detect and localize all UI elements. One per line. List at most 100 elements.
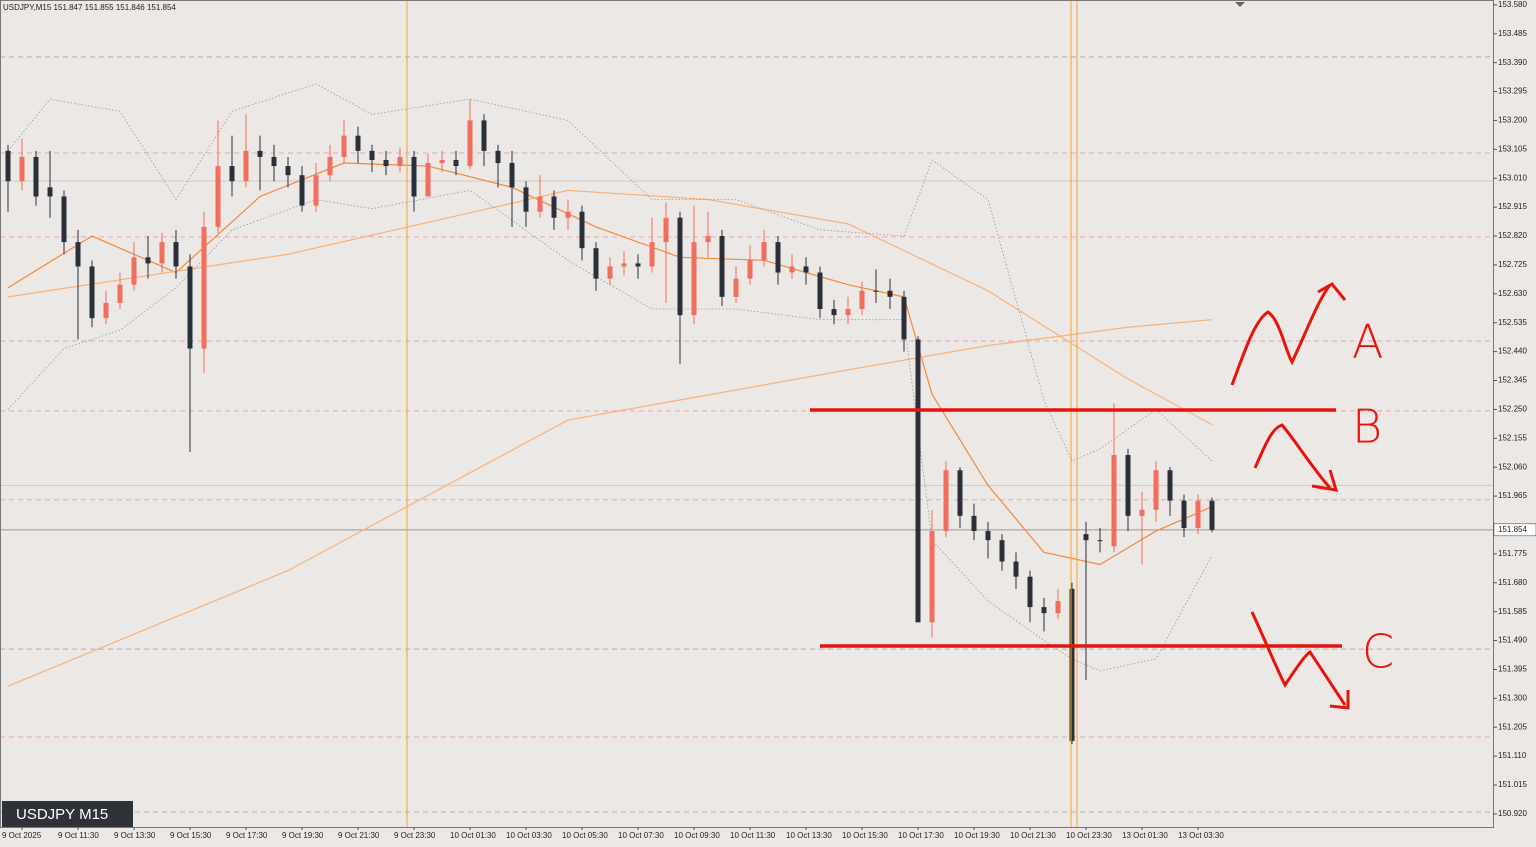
y-tick-label: 153.580 (1498, 0, 1527, 9)
y-tick-label: 152.820 (1498, 231, 1527, 240)
x-tick-label: 10 Oct 05:30 (562, 831, 608, 840)
indicator-line (7, 83, 1213, 462)
candle-body (1195, 500, 1201, 529)
x-tick-label: 10 Oct 03:30 (506, 831, 552, 840)
y-tick-label: 152.250 (1498, 405, 1527, 414)
candle-body (495, 150, 501, 164)
candle-body (691, 242, 697, 316)
candle-body (1083, 534, 1089, 541)
price-tag-label: 151.854 (1498, 525, 1527, 534)
y-tick-label: 151.775 (1498, 549, 1527, 558)
candle-body (229, 166, 235, 182)
x-tick-label: 9 Oct 17:30 (226, 831, 268, 840)
candle-body (635, 263, 641, 267)
candle-body (383, 159, 389, 167)
annotation-label: C (1362, 625, 1394, 679)
x-tick-label: 9 Oct 13:30 (114, 831, 156, 840)
y-tick-label: 151.490 (1498, 636, 1527, 645)
candle-wick (707, 211, 709, 258)
candle-body (579, 211, 585, 249)
candle-body (439, 159, 445, 164)
candle-body (663, 217, 669, 243)
candle-body (467, 120, 473, 167)
y-tick-label: 152.535 (1498, 318, 1527, 327)
candle-body (803, 266, 809, 273)
x-tick-label: 9 Oct 19:30 (282, 831, 324, 840)
scenario-arrow (1230, 282, 1347, 386)
x-tick-label: 9 Oct 15:30 (170, 831, 212, 840)
y-tick-label: 151.300 (1498, 693, 1527, 702)
scenario-arrow (1253, 423, 1339, 492)
candle-body (859, 290, 865, 310)
y-tick-label: 153.485 (1498, 29, 1527, 38)
candle-body (915, 339, 921, 623)
candle-body (355, 135, 361, 151)
time-axis (0, 828, 1493, 847)
candle-wick (665, 202, 667, 303)
candle-body (369, 150, 375, 160)
candle-body (523, 187, 529, 212)
candle-body (187, 266, 193, 349)
y-tick-label: 151.680 (1498, 578, 1527, 587)
candle-body (985, 531, 991, 541)
y-tick-label: 152.915 (1498, 202, 1527, 211)
candle-body (1125, 455, 1131, 516)
y-tick-label: 151.110 (1498, 751, 1527, 760)
x-tick-label: 10 Oct 09:30 (674, 831, 720, 840)
candle-body (901, 296, 907, 340)
candle-body (5, 150, 11, 182)
candle-body (117, 284, 123, 303)
candle-body (481, 120, 487, 151)
candle-body (453, 159, 459, 167)
candle-wick (1099, 528, 1101, 553)
candle-body (1027, 576, 1033, 608)
candle-body (929, 531, 935, 623)
x-tick-label: 10 Oct 13:30 (786, 831, 832, 840)
header: USDJPY,M15 151.847 151.855 151.846 151.8… (3, 3, 176, 12)
candle-body (201, 226, 207, 349)
candle-body (173, 242, 179, 267)
candle-wick (259, 135, 261, 191)
candle-body (131, 257, 137, 285)
candle-wick (1043, 597, 1045, 632)
x-tick-label: 10 Oct 15:30 (842, 831, 888, 840)
candle-body (1041, 607, 1047, 614)
candle-body (313, 175, 319, 206)
plot-frame (0, 0, 1494, 828)
candle-body (845, 309, 851, 316)
candle-wick (1141, 491, 1143, 565)
candle-body (705, 236, 711, 243)
candle-body (677, 217, 683, 316)
indicator-line (7, 319, 1213, 687)
candle-body (1097, 540, 1103, 542)
candle-body (271, 156, 277, 167)
candle-body (971, 515, 977, 532)
candle-body (243, 150, 249, 182)
candle-body (61, 196, 67, 243)
y-tick-label: 152.725 (1498, 260, 1527, 269)
candle-wick (1085, 521, 1087, 681)
candle-body (551, 196, 557, 218)
x-tick-label: 10 Oct 17:30 (898, 831, 944, 840)
candle-body (607, 266, 613, 279)
candle-body (33, 156, 39, 197)
price-axis (1494, 0, 1536, 847)
x-tick-label: 9 Oct 21:30 (338, 831, 380, 840)
x-tick-label: 10 Oct 23:30 (1066, 831, 1112, 840)
indicator-line (7, 189, 1213, 672)
y-tick-label: 152.630 (1498, 289, 1527, 298)
scroll-marker (1235, 2, 1245, 7)
y-tick-label: 153.390 (1498, 58, 1527, 67)
candle-body (1167, 470, 1173, 501)
candle-wick (511, 150, 513, 227)
y-tick-label: 153.010 (1498, 173, 1527, 182)
price-tag (1493, 523, 1536, 537)
candle-body (341, 135, 347, 157)
candle-body (19, 156, 25, 182)
y-tick-label: 151.015 (1498, 780, 1527, 789)
y-tick-label: 150.920 (1498, 809, 1527, 818)
candle-body (1111, 455, 1117, 547)
candle-body (593, 248, 599, 279)
